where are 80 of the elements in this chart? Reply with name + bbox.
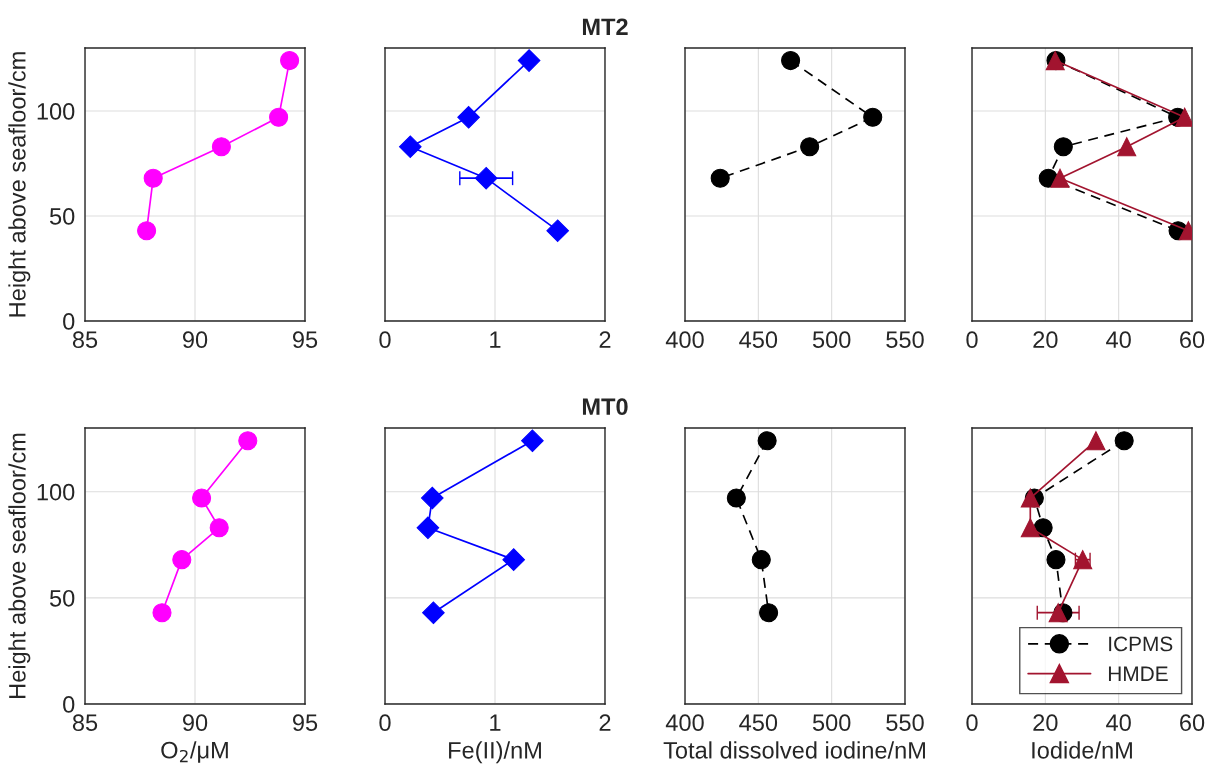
x-tick-label: 550 xyxy=(886,331,924,349)
point xyxy=(1048,603,1068,623)
point xyxy=(1086,431,1106,451)
x-tick-label: 450 xyxy=(739,714,778,732)
x-axis-title: O$_{2}$/μM xyxy=(161,741,228,763)
y-tick-label: 100 xyxy=(37,103,75,120)
point xyxy=(416,516,440,540)
y-tick-label: 50 xyxy=(49,589,75,607)
x-axis-title: Iodide/nM xyxy=(1032,741,1132,759)
point xyxy=(211,137,231,157)
point xyxy=(420,486,444,510)
point xyxy=(726,488,746,508)
x-tick-label: 20 xyxy=(1033,714,1058,732)
point xyxy=(781,51,801,71)
x-tick-label: 0 xyxy=(379,714,391,732)
point xyxy=(137,221,157,241)
x-tick-label: 1 xyxy=(490,331,501,348)
x-tick-label: 0 xyxy=(966,714,978,732)
point xyxy=(546,219,570,243)
point xyxy=(751,550,771,570)
x-tick-label: 450 xyxy=(739,331,778,349)
point xyxy=(192,488,212,508)
x-tick-label: 500 xyxy=(812,331,851,349)
point xyxy=(172,550,192,570)
point xyxy=(800,137,820,157)
point xyxy=(502,548,526,571)
x-tick-label: 2 xyxy=(599,714,611,731)
x-tick-label: 0 xyxy=(379,331,391,349)
x-tick-label: 400 xyxy=(665,714,704,732)
y-axis-title: Height above seafloor/cm xyxy=(8,433,31,698)
point xyxy=(1050,168,1070,188)
point xyxy=(238,431,258,451)
point xyxy=(1053,137,1073,157)
point xyxy=(152,603,172,623)
point xyxy=(457,105,480,129)
point xyxy=(474,166,498,190)
point xyxy=(863,107,883,127)
x-tick-label: 95 xyxy=(292,331,318,349)
chart-title: MT0 xyxy=(582,398,628,416)
x-tick-label: 60 xyxy=(1180,331,1205,349)
x-tick-label: 2 xyxy=(599,331,611,348)
x-tick-label: 40 xyxy=(1106,714,1131,732)
x-tick-label: 1 xyxy=(490,714,501,731)
x-tick-label: 400 xyxy=(665,331,704,349)
x-axis-title: Total dissolved iodine/nM xyxy=(663,741,925,759)
x-tick-label: 95 xyxy=(292,714,318,732)
x-tick-label: 40 xyxy=(1106,331,1131,349)
y-tick-label: 0 xyxy=(63,313,75,330)
point xyxy=(398,135,422,159)
point xyxy=(269,107,289,127)
y-tick-label: 100 xyxy=(37,483,75,501)
legend-label: ICPMS xyxy=(1109,636,1173,652)
point xyxy=(143,168,163,188)
x-axis-title: Fe(II)/nM xyxy=(449,741,541,764)
point xyxy=(1117,137,1137,157)
y-axis-title: Height above seafloor/cm xyxy=(8,52,31,317)
point xyxy=(710,168,730,188)
y-tick-label: 50 xyxy=(49,208,75,225)
point xyxy=(280,51,300,71)
x-tick-label: 90 xyxy=(182,714,208,732)
chart-title: MT2 xyxy=(582,18,628,35)
x-tick-label: 90 xyxy=(182,331,208,349)
y-tick-label: 0 xyxy=(63,696,75,713)
x-tick-label: 85 xyxy=(72,714,98,732)
point xyxy=(209,518,229,538)
x-tick-label: 60 xyxy=(1180,714,1205,732)
point xyxy=(1046,550,1066,570)
x-tick-label: 500 xyxy=(812,714,851,732)
legend-label: HMDE xyxy=(1108,666,1168,681)
x-tick-label: 20 xyxy=(1033,331,1058,349)
point xyxy=(759,603,779,623)
point xyxy=(422,601,445,625)
point xyxy=(521,429,544,453)
point xyxy=(517,49,541,72)
point xyxy=(1114,431,1134,451)
point xyxy=(1020,518,1040,538)
x-tick-label: 550 xyxy=(886,714,924,732)
x-tick-label: 85 xyxy=(72,331,98,349)
point xyxy=(757,431,777,451)
x-tick-label: 0 xyxy=(966,331,978,349)
